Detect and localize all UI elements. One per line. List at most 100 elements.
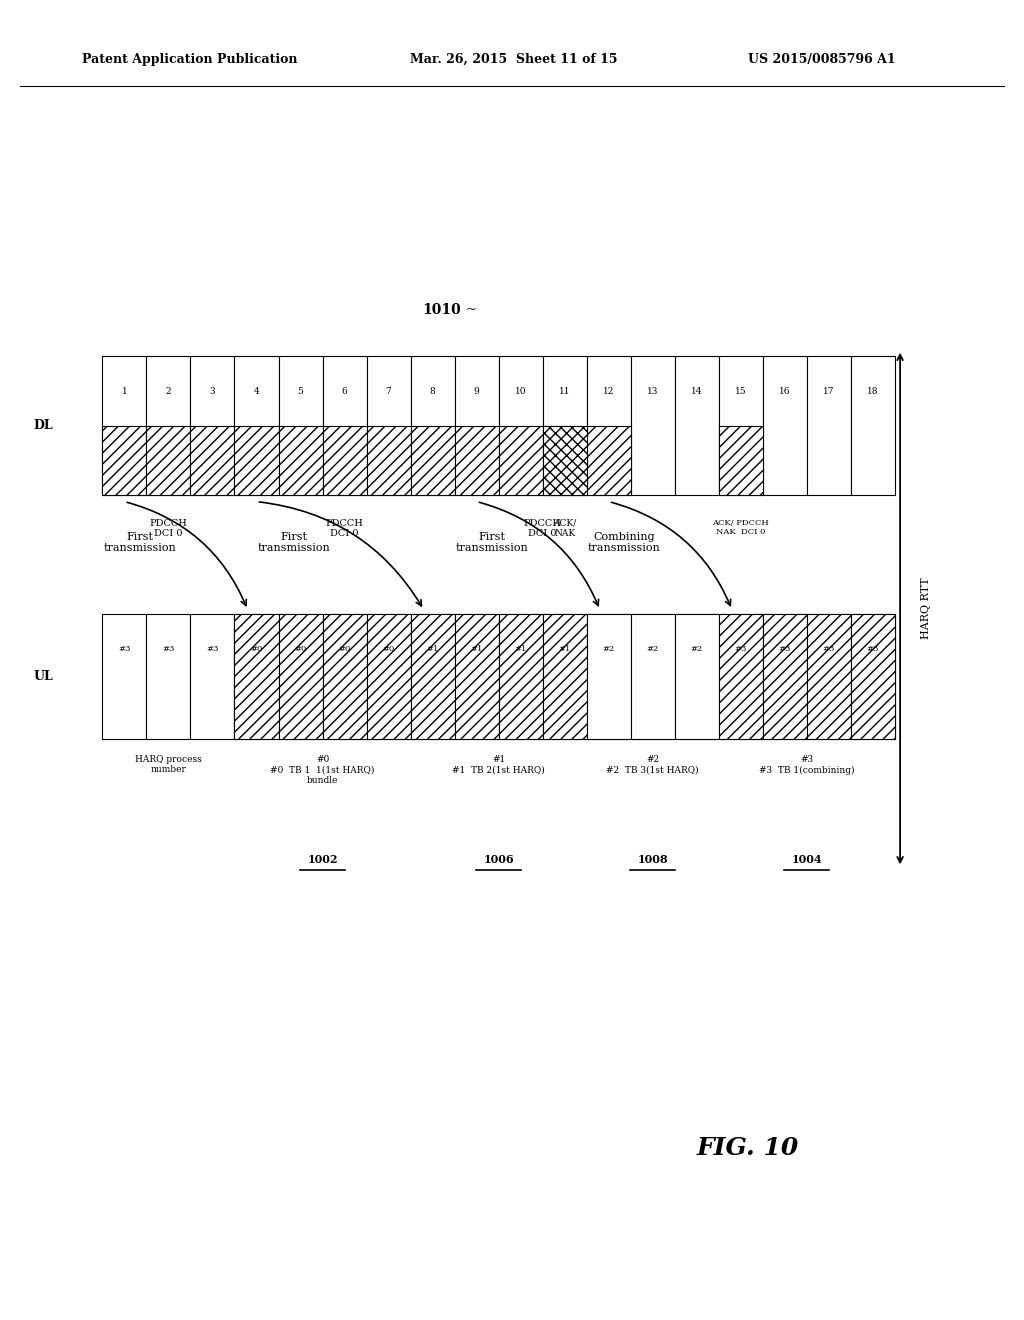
Bar [190,425,234,495]
Text: 16: 16 [779,387,791,396]
Text: 10: 10 [515,387,526,396]
Bar [763,614,807,739]
Bar [719,614,763,739]
Text: 4: 4 [254,387,259,396]
Bar [543,425,587,495]
Bar [499,614,543,739]
Text: #1: #1 [470,645,483,653]
Text: #3: #3 [734,645,748,653]
Bar [807,614,851,739]
Text: 1008: 1008 [638,854,668,865]
Bar [411,425,455,495]
Text: UL: UL [33,671,53,682]
Bar [455,614,499,739]
Bar [323,356,367,495]
Bar [719,425,763,495]
Bar [411,614,455,739]
Text: #3: #3 [162,645,175,653]
Text: HARQ process
number: HARQ process number [135,755,202,775]
Bar [543,614,587,739]
Bar [190,356,234,495]
Bar [102,356,146,495]
Text: #2
#2  TB 3(1st HARQ): #2 #2 TB 3(1st HARQ) [606,755,699,775]
Text: First
transmission: First transmission [258,532,331,553]
Bar [807,614,851,739]
Text: 6: 6 [342,387,347,396]
Text: ACK/ PDCCH
NAK  DCI 0: ACK/ PDCCH NAK DCI 0 [713,519,769,536]
Text: PDCCH
DCI 0: PDCCH DCI 0 [326,519,364,539]
Text: #3: #3 [206,645,219,653]
Text: PDCCH
DCI 0: PDCCH DCI 0 [524,519,561,539]
Text: #3: #3 [866,645,880,653]
Text: 5: 5 [298,387,303,396]
Text: #0: #0 [383,645,394,653]
Bar [719,356,763,495]
Text: 8: 8 [430,387,435,396]
Text: 14: 14 [691,387,702,396]
Text: PDCCH
DCI 0: PDCCH DCI 0 [150,519,187,539]
Text: 1: 1 [122,387,127,396]
Text: 1006: 1006 [483,854,514,865]
Bar [411,614,455,739]
Bar [543,356,587,495]
Bar [367,614,411,739]
Bar [455,614,499,739]
Bar [323,614,367,739]
Bar [587,614,631,739]
Bar [455,356,499,495]
Bar [234,425,279,495]
Text: 18: 18 [867,387,879,396]
Text: #2: #2 [603,645,614,653]
Text: 1010: 1010 [423,302,461,317]
Text: #0
#0  TB 1  1(1st HARQ)
bundle: #0 #0 TB 1 1(1st HARQ) bundle [270,755,375,785]
Text: First
transmission: First transmission [103,532,176,553]
Text: 9: 9 [474,387,479,396]
Text: #2: #2 [691,645,702,653]
Bar [367,614,411,739]
Bar [587,356,631,495]
Text: #1: #1 [514,645,527,653]
Text: HARQ RTT: HARQ RTT [921,578,931,639]
Text: Patent Application Publication: Patent Application Publication [82,53,297,66]
Text: First
transmission: First transmission [456,532,528,553]
Bar [763,356,807,495]
Bar [631,356,675,495]
Bar [102,425,146,495]
Text: #1: #1 [426,645,439,653]
Bar [279,356,323,495]
Text: #3: #3 [118,645,131,653]
Bar [190,614,234,739]
Bar [675,614,719,739]
Bar [234,356,279,495]
Text: 3: 3 [210,387,215,396]
Bar [631,614,675,739]
Bar [323,614,367,739]
Bar [851,614,895,739]
Bar [851,356,895,495]
Bar [499,425,543,495]
Bar [499,614,543,739]
Bar [499,356,543,495]
Text: 15: 15 [735,387,746,396]
Text: ~: ~ [461,302,477,317]
Text: 2: 2 [166,387,171,396]
Text: DL: DL [33,420,53,432]
Text: #0: #0 [339,645,350,653]
Text: 1004: 1004 [792,854,822,865]
Bar [279,614,323,739]
Text: #3: #3 [778,645,792,653]
Text: US 2015/0085796 A1: US 2015/0085796 A1 [748,53,895,66]
Bar [455,425,499,495]
Bar [675,356,719,495]
Text: FIG. 10: FIG. 10 [696,1137,799,1160]
Text: 7: 7 [386,387,391,396]
Bar [543,425,587,495]
Text: #1: #1 [558,645,571,653]
Bar [279,425,323,495]
Text: 11: 11 [559,387,570,396]
Bar [146,425,190,495]
Bar [146,356,190,495]
Text: Combining
transmission: Combining transmission [588,532,660,553]
Text: #1
#1  TB 2(1st HARQ): #1 #1 TB 2(1st HARQ) [453,755,545,775]
Text: 12: 12 [603,387,614,396]
